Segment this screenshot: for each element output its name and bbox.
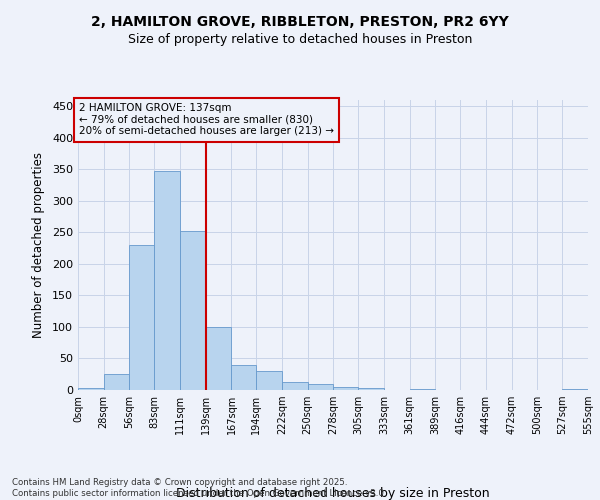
Bar xyxy=(180,231,206,390)
Bar xyxy=(358,388,384,390)
Y-axis label: Number of detached properties: Number of detached properties xyxy=(32,152,45,338)
Bar xyxy=(130,245,154,390)
Text: 2, HAMILTON GROVE, RIBBLETON, PRESTON, PR2 6YY: 2, HAMILTON GROVE, RIBBLETON, PRESTON, P… xyxy=(91,15,509,29)
Bar xyxy=(206,327,232,390)
Bar xyxy=(256,371,282,390)
Bar xyxy=(78,388,104,390)
X-axis label: Distribution of detached houses by size in Preston: Distribution of detached houses by size … xyxy=(176,487,490,500)
Bar xyxy=(104,374,130,390)
Bar xyxy=(410,388,436,390)
Text: Size of property relative to detached houses in Preston: Size of property relative to detached ho… xyxy=(128,32,472,46)
Text: 2 HAMILTON GROVE: 137sqm
← 79% of detached houses are smaller (830)
20% of semi-: 2 HAMILTON GROVE: 137sqm ← 79% of detach… xyxy=(79,103,334,136)
Bar xyxy=(282,382,308,390)
Bar xyxy=(154,170,180,390)
Bar xyxy=(308,384,334,390)
Text: Contains HM Land Registry data © Crown copyright and database right 2025.
Contai: Contains HM Land Registry data © Crown c… xyxy=(12,478,386,498)
Bar xyxy=(334,388,358,390)
Bar xyxy=(562,388,588,390)
Bar xyxy=(232,365,256,390)
